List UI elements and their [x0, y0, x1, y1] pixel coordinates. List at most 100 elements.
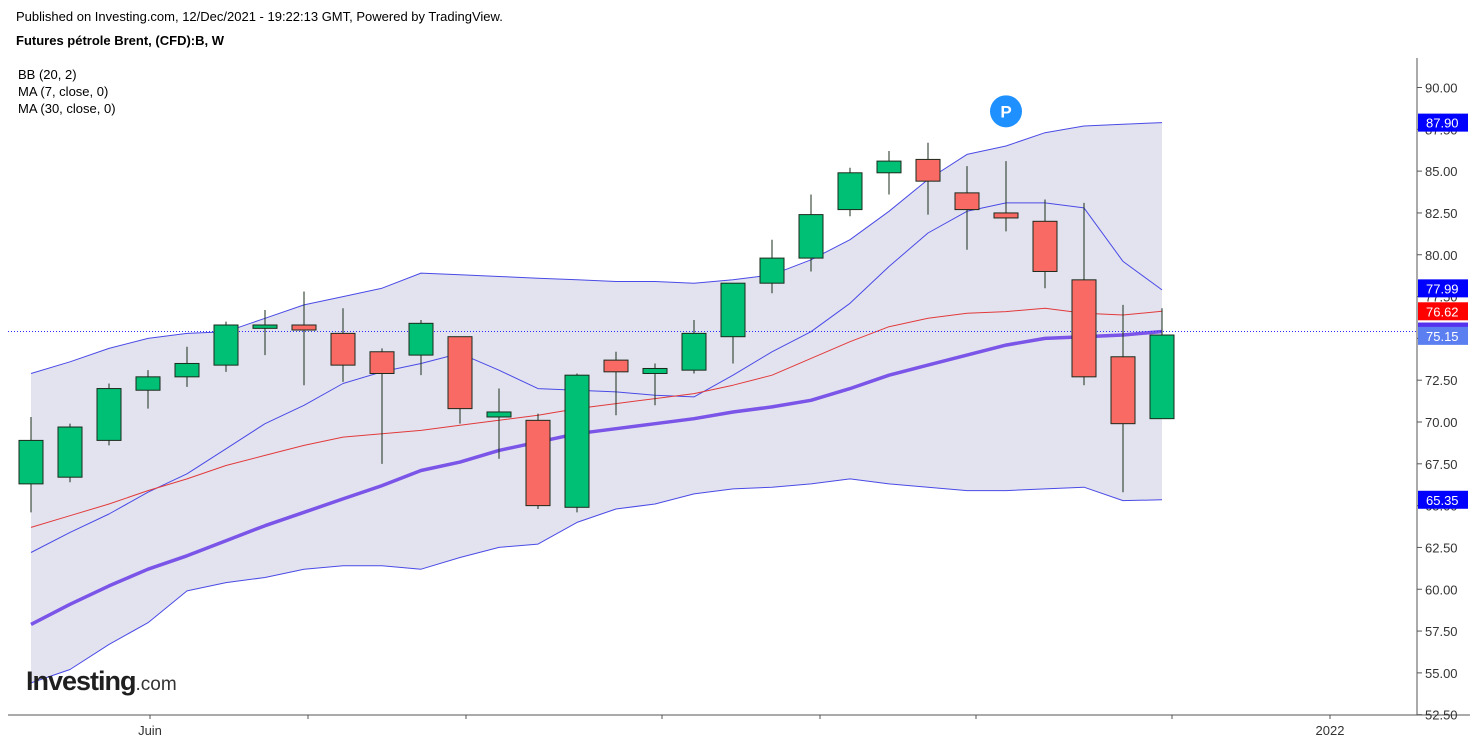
price-label-text: 77.99 [1426, 281, 1459, 296]
bb-middle-last-label: 77.99 [1418, 279, 1468, 298]
event-marker-label: P [1000, 102, 1011, 121]
candle-body [252, 324, 278, 329]
candle-body [213, 324, 239, 366]
price-label-box [1418, 113, 1468, 132]
candle [642, 363, 668, 406]
candle [408, 319, 434, 376]
legend-ma7[interactable]: MA (7, close, 0) [18, 84, 109, 99]
candle-body [993, 212, 1019, 219]
candle-body [408, 322, 434, 356]
price-label-text: 76.62 [1426, 304, 1459, 319]
y-tick-label: 55.00 [1425, 666, 1458, 681]
candle-body [18, 439, 44, 485]
y-tick-label: 82.50 [1425, 206, 1458, 221]
candle [1032, 199, 1058, 289]
candle [1071, 202, 1097, 386]
candle [1110, 304, 1136, 493]
candle-body [486, 411, 512, 418]
candle [681, 319, 707, 374]
candle-body [135, 376, 161, 391]
candle [57, 423, 83, 483]
candle [486, 388, 512, 459]
price-label-box [1418, 326, 1468, 345]
candle-body [564, 374, 590, 508]
candle-body [57, 426, 83, 478]
candle-body [798, 214, 824, 259]
candle [837, 167, 863, 217]
candle-body [720, 282, 746, 338]
candle [720, 282, 746, 364]
candle [876, 151, 902, 195]
y-tick-label: 62.50 [1425, 540, 1458, 555]
candle [525, 413, 551, 509]
candle [954, 166, 980, 250]
candle-body [759, 257, 785, 284]
price-label-text: 87.90 [1426, 116, 1459, 131]
candle-body [603, 359, 629, 373]
y-tick-label: 80.00 [1425, 248, 1458, 263]
candle-body [96, 388, 122, 441]
candle [603, 351, 629, 416]
candle-body [1110, 356, 1136, 425]
bollinger-lower-line [30, 478, 1163, 684]
legend-ma30[interactable]: MA (30, close, 0) [18, 101, 116, 116]
candle-body [642, 367, 668, 374]
x-tick-label: Juin [138, 723, 162, 738]
price-label-box [1418, 279, 1468, 298]
candle [135, 370, 161, 409]
candle [96, 383, 122, 446]
y-tick-label: 70.00 [1425, 415, 1458, 430]
y-tick-label: 72.50 [1425, 373, 1458, 388]
ma7-last-label: 76.62 [1418, 302, 1468, 321]
logo-main: Investing [26, 666, 137, 696]
indicator-legend: BB (20, 2) MA (7, close, 0) MA (30, clos… [18, 66, 116, 117]
chart-title: Futures pétrole Brent, (CFD):B, W [16, 33, 224, 48]
published-info: Published on Investing.com, 12/Dec/2021 … [16, 9, 503, 24]
x-tick-label: 2022 [1316, 723, 1345, 738]
event-marker: P [990, 95, 1022, 128]
y-tick-label: 57.50 [1425, 624, 1458, 639]
bb-upper-last-label: 87.90 [1418, 113, 1468, 132]
candle [291, 291, 317, 386]
bollinger-band-fill [31, 122, 1162, 683]
candle-body [447, 336, 473, 410]
candle-body [1149, 334, 1175, 420]
candle-body [954, 192, 980, 211]
investing-logo: Investing.com [26, 666, 177, 697]
candle-body [837, 172, 863, 211]
candle [798, 194, 824, 272]
candle-body [915, 158, 941, 182]
candle-body [1032, 220, 1058, 272]
candle-body [330, 332, 356, 366]
price-label-box [1418, 302, 1468, 321]
price-label-text: 75.15 [1426, 329, 1459, 344]
ma7-line [30, 307, 1163, 528]
candle [213, 321, 239, 372]
candle-body [1071, 279, 1097, 378]
price-label-box [1418, 490, 1468, 509]
candle-body [174, 362, 200, 378]
candle [252, 309, 278, 356]
ma30-line [30, 329, 1163, 626]
y-tick-label: 60.00 [1425, 582, 1458, 597]
candle [1149, 308, 1175, 420]
candle-body [681, 332, 707, 371]
candle-body [369, 351, 395, 374]
event-marker-circle [990, 95, 1022, 128]
y-tick-label: 85.00 [1425, 164, 1458, 179]
candle [915, 142, 941, 215]
y-tick-label: 52.50 [1425, 708, 1458, 723]
candle [174, 346, 200, 387]
logo-suffix: .com [135, 674, 177, 695]
price-label-text: 65.35 [1426, 493, 1459, 508]
last-price-label: 75.15 [1418, 326, 1468, 345]
legend-bb[interactable]: BB (20, 2) [18, 67, 77, 82]
candle [330, 308, 356, 382]
candle-body [525, 419, 551, 507]
bb-lower-last-label: 65.35 [1418, 490, 1468, 509]
candle [993, 161, 1019, 232]
candle [759, 239, 785, 294]
candle [564, 373, 590, 513]
